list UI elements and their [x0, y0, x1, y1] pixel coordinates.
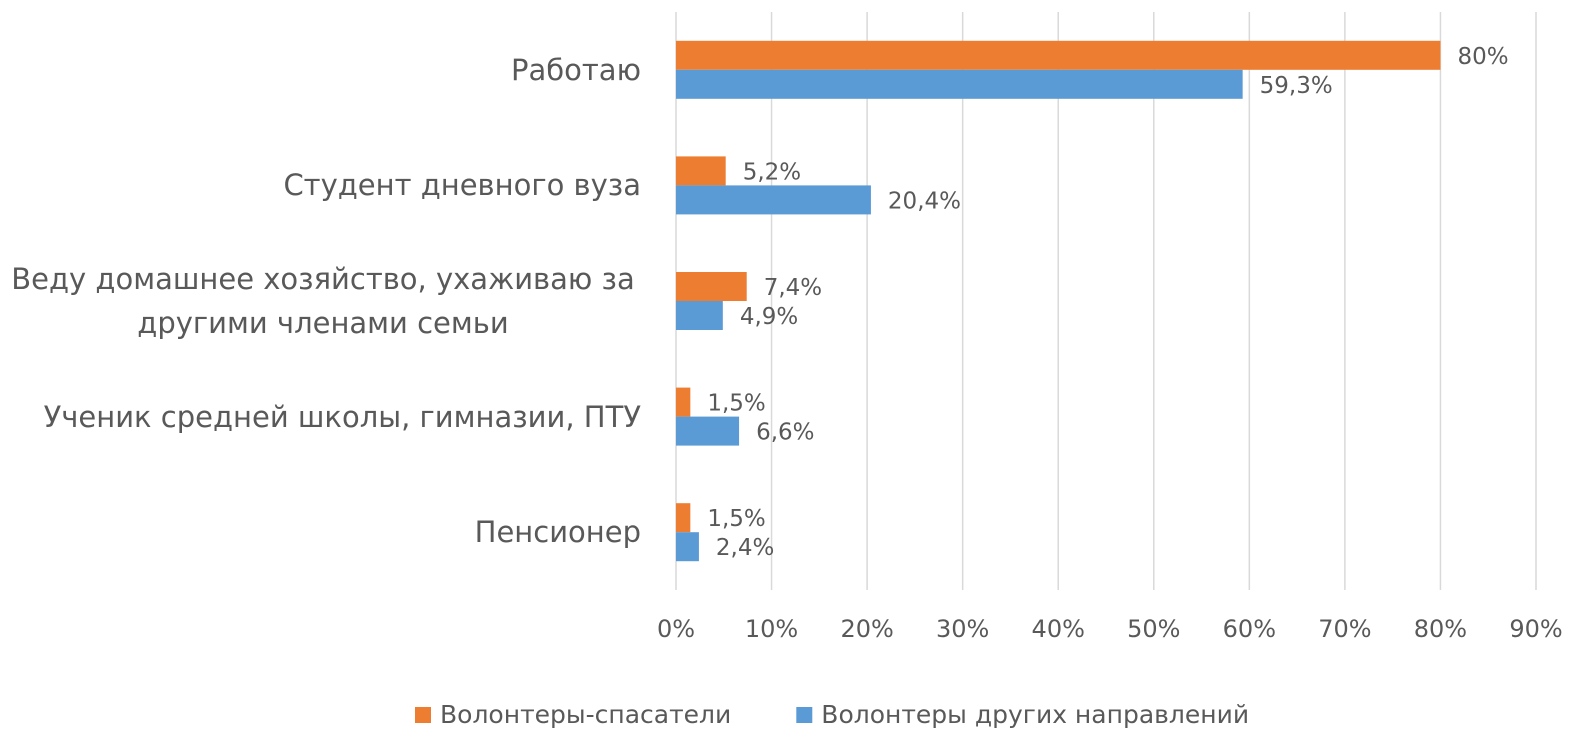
data-label: 80%: [1457, 44, 1508, 70]
data-label: 1,5%: [707, 506, 765, 532]
x-tick-label: 50%: [1127, 615, 1180, 643]
legend-swatch: [415, 707, 431, 723]
bar: [676, 156, 726, 186]
data-label: 20,4%: [888, 188, 961, 214]
bar: [676, 40, 1441, 70]
x-tick-label: 0%: [657, 615, 695, 643]
legend-label: Волонтеры-спасатели: [440, 700, 731, 729]
category-text: Работаю: [511, 52, 641, 87]
bar: [676, 69, 1243, 99]
legend-swatch: [796, 707, 813, 723]
data-label: 2,4%: [716, 535, 774, 561]
x-tick-label: 60%: [1223, 615, 1276, 643]
bar: [676, 532, 699, 562]
bar: [676, 185, 871, 215]
bar: [676, 416, 740, 446]
y-tick-label: Ученик средней школы, гимназии, ПТУ: [5, 395, 641, 439]
y-tick-label: Пенсионер: [5, 510, 641, 554]
bar: [676, 503, 691, 533]
y-tick-label: Работаю: [5, 48, 641, 92]
bar: [676, 301, 723, 330]
bar: [676, 272, 747, 301]
category-text: Студент дневного вуза: [283, 168, 641, 203]
y-tick-label: Студент дневного вуза: [5, 163, 641, 207]
y-tick-label: Веду домашнее хозяйство, ухаживаю за дру…: [5, 257, 641, 345]
x-tick-label: 30%: [936, 615, 989, 643]
data-label: 4,9%: [740, 304, 798, 330]
category-text: Пенсионер: [474, 515, 641, 550]
category-text: Веду домашнее хозяйство, ухаживаю за дру…: [11, 262, 635, 340]
x-tick-label: 20%: [840, 615, 893, 643]
x-tick-label: 10%: [745, 615, 798, 643]
x-tick-label: 40%: [1032, 615, 1085, 643]
legend-label: Волонтеры других направлений: [821, 700, 1249, 729]
data-label: 1,5%: [707, 391, 765, 417]
data-label: 5,2%: [743, 159, 801, 185]
bar: [676, 387, 691, 417]
data-label: 59,3%: [1260, 73, 1333, 99]
data-label: 7,4%: [764, 275, 822, 301]
x-tick-label: 80%: [1414, 615, 1467, 643]
category-text: Ученик средней школы, гимназии, ПТУ: [43, 399, 641, 434]
data-label: 6,6%: [756, 420, 814, 446]
x-tick-label: 70%: [1318, 615, 1371, 643]
x-tick-label: 90%: [1509, 615, 1562, 643]
